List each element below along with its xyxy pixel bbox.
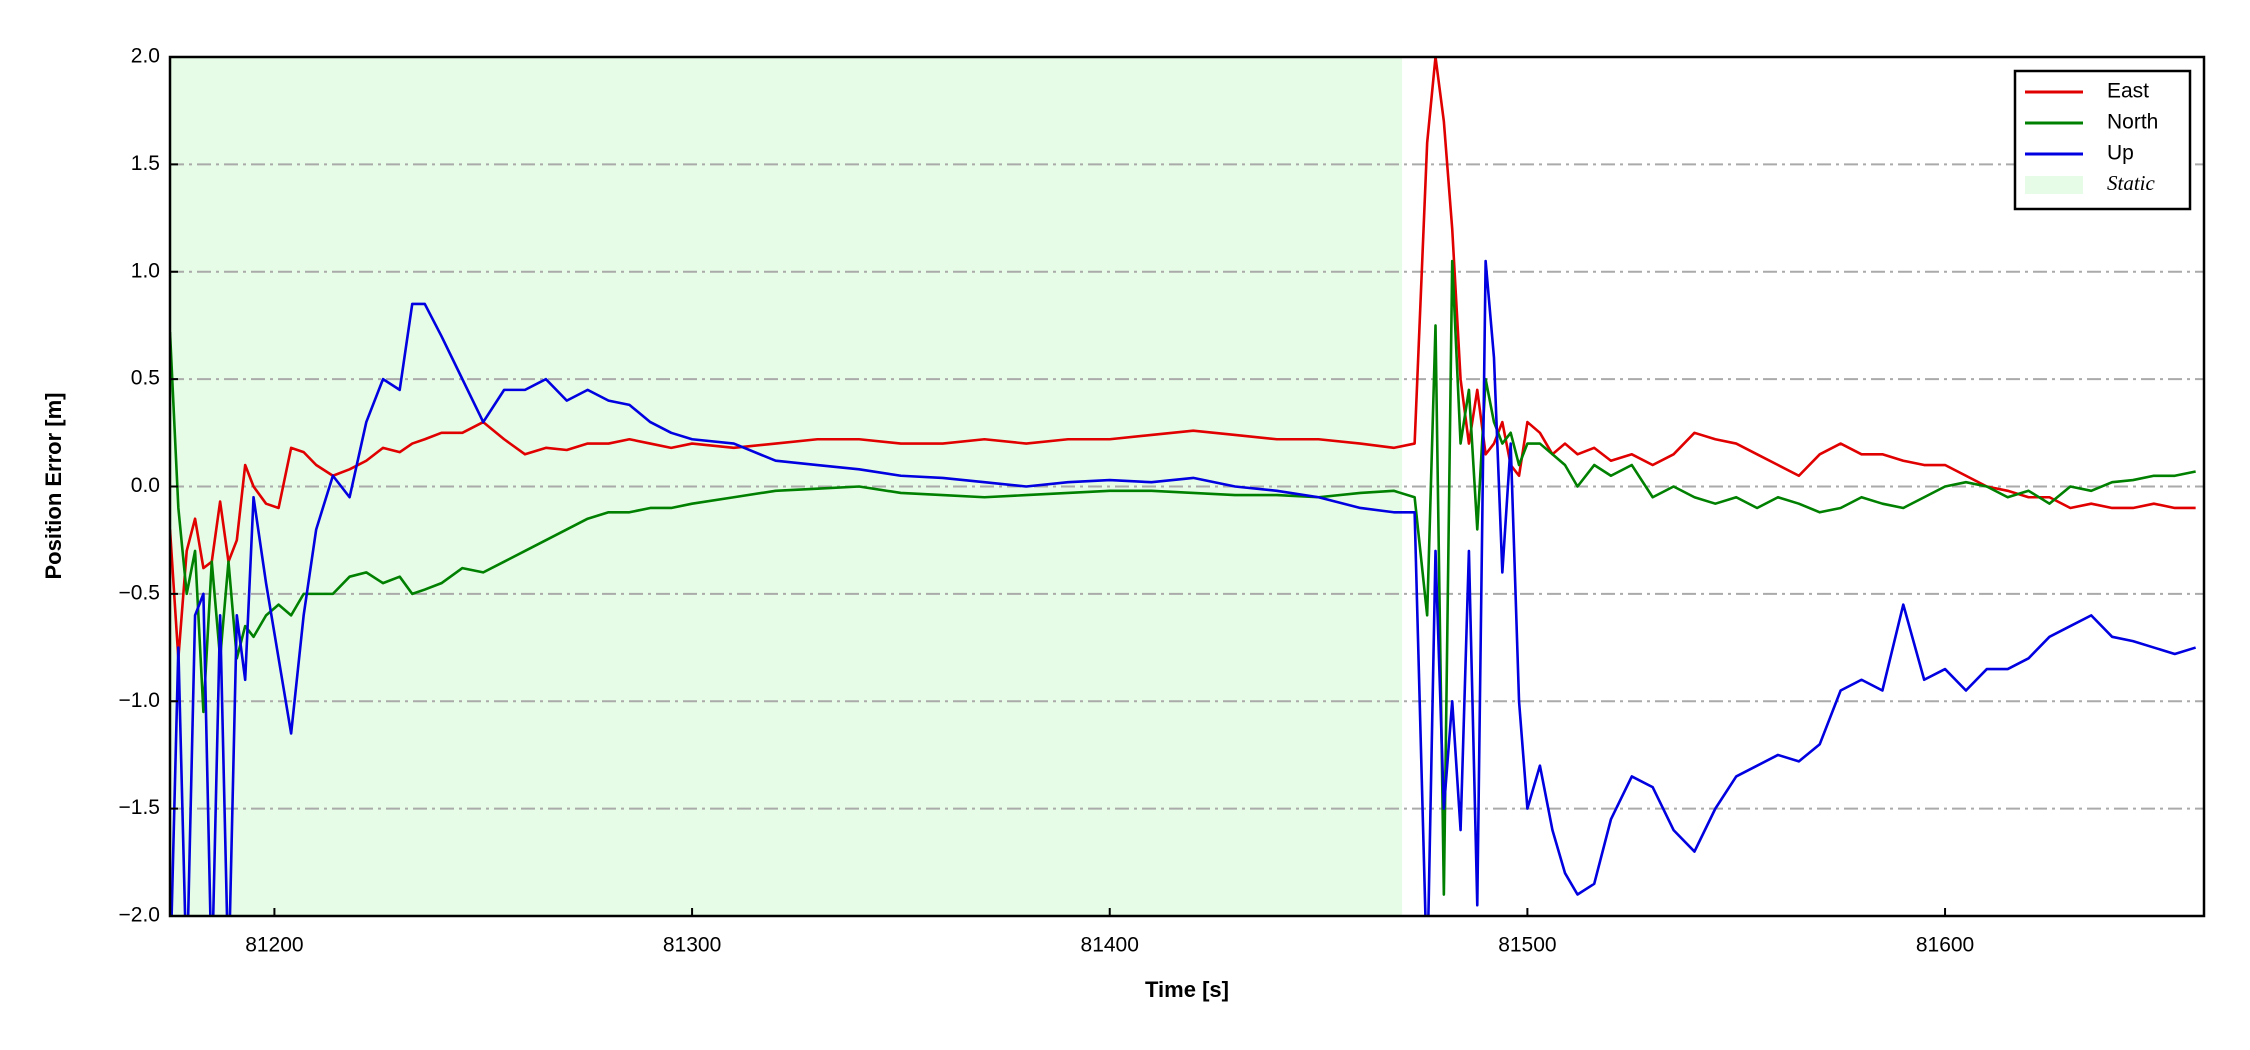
- y-tick-label: 1.0: [131, 259, 160, 282]
- y-tick-label: 2.0: [131, 45, 160, 68]
- y-tick-label: −2.0: [119, 904, 160, 927]
- x-tick-label: 81300: [663, 934, 721, 957]
- x-tick-label: 81500: [1498, 934, 1556, 957]
- y-tick-label: −0.5: [119, 581, 160, 604]
- legend-swatch: [2025, 176, 2083, 194]
- y-tick-label: 0.5: [131, 367, 160, 390]
- y-tick-label: −1.5: [119, 796, 160, 819]
- y-axis-label: Position Error [m]: [41, 392, 66, 579]
- legend-label: East: [2107, 80, 2149, 103]
- legend-label: North: [2107, 111, 2158, 134]
- y-tick-label: 1.5: [131, 152, 160, 175]
- line-layer: [170, 57, 2197, 916]
- y-tick-label: 0.0: [131, 474, 160, 497]
- legend-label: Up: [2107, 142, 2134, 165]
- series-line: [170, 259, 2197, 916]
- tick-layer: −2.0 −1.5 −1.0 −0.5 0.0 0.5 1.0 1.5 2.0 81200 8130…: [119, 45, 1975, 957]
- x-tick-label: 81200: [245, 934, 303, 957]
- legend-label: Static: [2107, 171, 2156, 195]
- x-axis-label: Time [s]: [1145, 977, 1229, 1002]
- legend: East North Up Static: [2013, 69, 2192, 211]
- x-tick-label: 81400: [1081, 934, 1139, 957]
- x-tick-label: 81600: [1916, 934, 1974, 957]
- series-line: [170, 57, 2196, 660]
- y-tick-label: −1.0: [119, 689, 160, 712]
- grid-layer: [170, 163, 2204, 810]
